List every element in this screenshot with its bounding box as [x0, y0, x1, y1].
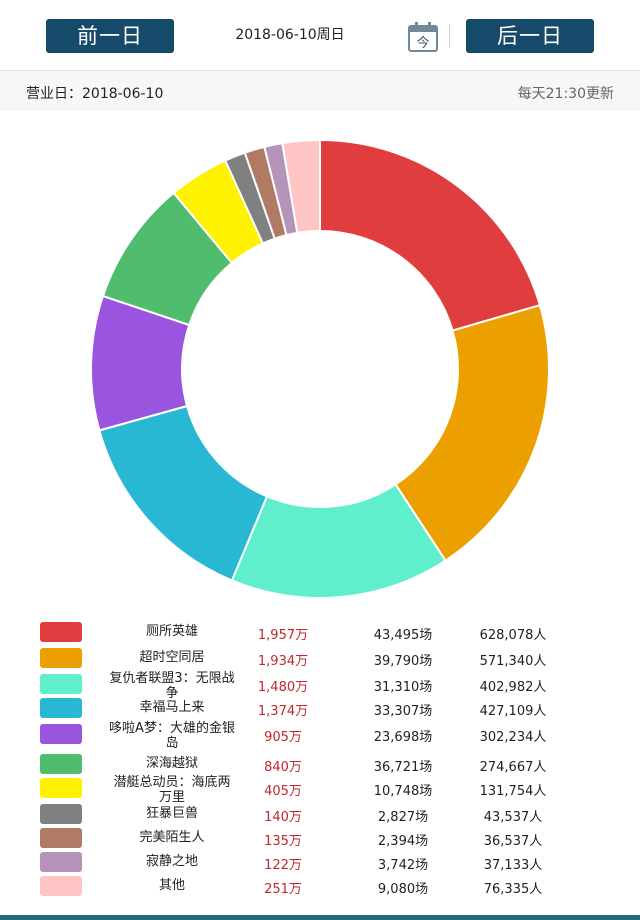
box-office-value: 251万	[264, 882, 302, 897]
calendar-label: 今	[416, 35, 429, 51]
movie-name: 狂暴巨兽	[145, 806, 198, 821]
legend-row: 厕所英雄 1,957万 43,495场 628,078人	[0, 619, 640, 645]
movie-name: 其他	[158, 878, 185, 893]
audience-count: 37,133人	[483, 858, 543, 873]
legend-swatch	[40, 698, 82, 718]
show-count: 2,394场	[377, 834, 429, 849]
show-count: 39,790场	[373, 654, 433, 669]
audience-count: 76,335人	[483, 882, 543, 897]
movie-name: 厕所英雄	[145, 624, 198, 639]
legend-swatch	[40, 648, 82, 668]
legend-row: 狂暴巨兽 140万 2,827场 43,537人	[0, 801, 640, 827]
movie-name: 超时空同居	[139, 650, 205, 665]
movie-name: 复仇者联盟3：无限战争	[109, 671, 235, 701]
movie-name: 潜艇总动员：海底两万里	[113, 775, 231, 805]
box-office-value: 140万	[264, 810, 302, 825]
box-office-value: 1,374万	[257, 704, 309, 719]
legend-swatch	[40, 778, 82, 798]
legend-row: 其他 251万 9,080场 76,335人	[0, 873, 640, 899]
audience-count: 43,537人	[483, 810, 543, 825]
show-count: 36,721场	[373, 760, 433, 775]
show-count: 3,742场	[377, 858, 429, 873]
box-office-value: 1,957万	[257, 628, 309, 643]
audience-count: 427,109人	[479, 704, 547, 719]
box-office-value: 122万	[264, 858, 302, 873]
legend-row: 幸福马上来 1,374万 33,307场 427,109人	[0, 695, 640, 721]
box-office-value: 1,480万	[257, 680, 309, 695]
audience-count: 36,537人	[483, 834, 543, 849]
audience-count: 274,667人	[479, 760, 547, 775]
legend-row: 完美陌生人 135万 2,394场 36,537人	[0, 825, 640, 851]
legend-row: 哆啦A梦：大雄的金银岛 905万 23,698场 302,234人	[0, 721, 640, 751]
prev-day-button[interactable]: 前一日	[46, 19, 174, 53]
legend-swatch	[40, 754, 82, 774]
legend-swatch	[40, 622, 82, 642]
movie-name: 寂静之地	[145, 854, 198, 869]
audience-count: 402,982人	[479, 680, 547, 695]
donut-chart-area	[0, 111, 640, 611]
box-office-value: 135万	[264, 834, 302, 849]
audience-count: 628,078人	[479, 628, 547, 643]
bottom-edge	[0, 915, 640, 920]
audience-count: 302,234人	[479, 730, 547, 745]
box-office-value: 1,934万	[257, 654, 309, 669]
date-title: 2018-06-10周日	[235, 27, 345, 43]
legend-swatch	[40, 828, 82, 848]
calendar-today-button[interactable]: 今	[406, 20, 440, 54]
show-count: 9,080场	[377, 882, 429, 897]
legend-row: 超时空同居 1,934万 39,790场 571,340人	[0, 645, 640, 671]
show-count: 10,748场	[373, 784, 433, 799]
audience-count: 131,754人	[479, 784, 547, 799]
donut-chart	[90, 138, 550, 599]
movie-name: 深海越狱	[145, 756, 198, 771]
donut-slice	[394, 303, 550, 562]
legend-row: 复仇者联盟3：无限战争 1,480万 31,310场 402,982人	[0, 671, 640, 701]
show-count: 33,307场	[373, 704, 433, 719]
legend-row: 寂静之地 122万 3,742场 37,133人	[0, 849, 640, 875]
legend-row: 深海越狱 840万 36,721场 274,667人	[0, 751, 640, 777]
top-bar: 前一日 2018-06-10周日 今 后一日	[0, 0, 640, 71]
next-day-button[interactable]: 后一日	[466, 19, 594, 53]
legend-row: 潜艇总动员：海底两万里 405万 10,748场 131,754人	[0, 775, 640, 805]
sub-header: 营业日：2018-06-10 每天21:30更新	[0, 71, 640, 111]
show-count: 31,310场	[373, 680, 433, 695]
box-office-value: 905万	[264, 730, 302, 745]
show-count: 43,495场	[373, 628, 433, 643]
legend-swatch	[40, 724, 82, 744]
donut-slice	[281, 138, 321, 235]
movie-name: 哆啦A梦：大雄的金银岛	[109, 721, 235, 751]
show-count: 23,698场	[373, 730, 433, 745]
header-divider	[449, 24, 450, 48]
business-date: 营业日：2018-06-10	[26, 86, 164, 102]
movie-name: 完美陌生人	[139, 830, 205, 845]
donut-slice	[319, 138, 542, 332]
calendar-icon: 今	[408, 22, 438, 52]
legend-swatch	[40, 804, 82, 824]
legend-swatch	[40, 674, 82, 694]
legend-swatch	[40, 876, 82, 896]
show-count: 2,827场	[377, 810, 429, 825]
update-note: 每天21:30更新	[517, 86, 614, 102]
donut-slice	[98, 404, 269, 582]
legend-swatch	[40, 852, 82, 872]
movie-name: 幸福马上来	[139, 700, 205, 715]
box-office-value: 840万	[264, 760, 302, 775]
audience-count: 571,340人	[479, 654, 547, 669]
box-office-value: 405万	[264, 784, 302, 799]
